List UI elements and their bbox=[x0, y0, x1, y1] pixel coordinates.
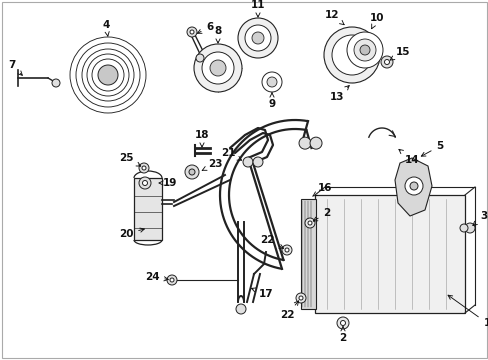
Circle shape bbox=[331, 35, 371, 75]
Circle shape bbox=[336, 317, 348, 329]
Text: 18: 18 bbox=[194, 130, 209, 147]
Circle shape bbox=[202, 52, 234, 84]
Circle shape bbox=[76, 43, 140, 107]
Text: 6: 6 bbox=[197, 22, 213, 33]
Circle shape bbox=[184, 165, 199, 179]
Circle shape bbox=[244, 25, 270, 51]
Circle shape bbox=[464, 223, 474, 233]
Circle shape bbox=[299, 137, 310, 149]
Text: 4: 4 bbox=[102, 20, 109, 36]
Text: 2: 2 bbox=[339, 327, 346, 343]
Circle shape bbox=[186, 27, 197, 37]
Text: 9: 9 bbox=[268, 93, 275, 109]
Circle shape bbox=[305, 218, 314, 228]
Circle shape bbox=[70, 37, 146, 113]
Text: 19: 19 bbox=[159, 178, 177, 188]
Text: 7: 7 bbox=[8, 60, 22, 75]
Text: 11: 11 bbox=[250, 0, 264, 17]
Text: 1: 1 bbox=[447, 295, 488, 328]
Circle shape bbox=[52, 79, 60, 87]
Circle shape bbox=[285, 248, 288, 252]
Text: 15: 15 bbox=[389, 47, 409, 60]
Text: 22: 22 bbox=[279, 301, 298, 320]
Circle shape bbox=[307, 221, 311, 225]
Circle shape bbox=[404, 177, 422, 195]
Circle shape bbox=[170, 278, 174, 282]
Circle shape bbox=[340, 320, 345, 325]
Circle shape bbox=[282, 245, 291, 255]
Circle shape bbox=[459, 224, 467, 232]
Text: 20: 20 bbox=[119, 228, 144, 239]
Text: 14: 14 bbox=[398, 149, 418, 165]
Circle shape bbox=[194, 44, 242, 92]
Bar bbox=[134, 178, 162, 240]
Circle shape bbox=[346, 32, 382, 68]
Text: 3: 3 bbox=[472, 211, 487, 225]
Text: 8: 8 bbox=[214, 26, 221, 43]
Text: 17: 17 bbox=[251, 288, 273, 299]
Text: 12: 12 bbox=[324, 10, 344, 25]
Text: 13: 13 bbox=[329, 86, 348, 102]
Circle shape bbox=[298, 296, 303, 300]
Text: 10: 10 bbox=[369, 13, 384, 29]
Circle shape bbox=[262, 72, 282, 92]
Circle shape bbox=[252, 157, 263, 167]
Text: 16: 16 bbox=[312, 183, 331, 196]
Circle shape bbox=[196, 54, 203, 62]
Circle shape bbox=[409, 182, 417, 190]
Text: 24: 24 bbox=[144, 272, 168, 282]
Circle shape bbox=[236, 304, 245, 314]
Text: 21: 21 bbox=[220, 148, 241, 160]
Circle shape bbox=[309, 137, 322, 149]
Circle shape bbox=[384, 59, 389, 64]
Polygon shape bbox=[394, 158, 431, 216]
Circle shape bbox=[324, 27, 379, 83]
Text: 5: 5 bbox=[421, 141, 443, 156]
Circle shape bbox=[82, 49, 134, 101]
Circle shape bbox=[139, 177, 151, 189]
Circle shape bbox=[189, 169, 195, 175]
Circle shape bbox=[92, 59, 124, 91]
Circle shape bbox=[98, 65, 118, 85]
Bar bbox=[301, 199, 315, 309]
Circle shape bbox=[142, 166, 146, 170]
Circle shape bbox=[190, 30, 194, 34]
Bar bbox=[314, 195, 464, 313]
Circle shape bbox=[380, 56, 392, 68]
Text: 2: 2 bbox=[313, 208, 330, 221]
Circle shape bbox=[243, 157, 252, 167]
Text: 23: 23 bbox=[202, 159, 222, 170]
Circle shape bbox=[266, 77, 276, 87]
Circle shape bbox=[87, 54, 129, 96]
Circle shape bbox=[295, 293, 305, 303]
Text: 22: 22 bbox=[259, 235, 283, 248]
Circle shape bbox=[142, 180, 147, 185]
Circle shape bbox=[353, 39, 375, 61]
Circle shape bbox=[238, 18, 278, 58]
Circle shape bbox=[209, 60, 225, 76]
Circle shape bbox=[167, 275, 177, 285]
Circle shape bbox=[251, 32, 264, 44]
Text: 25: 25 bbox=[119, 153, 141, 166]
Circle shape bbox=[139, 163, 149, 173]
Circle shape bbox=[359, 45, 369, 55]
